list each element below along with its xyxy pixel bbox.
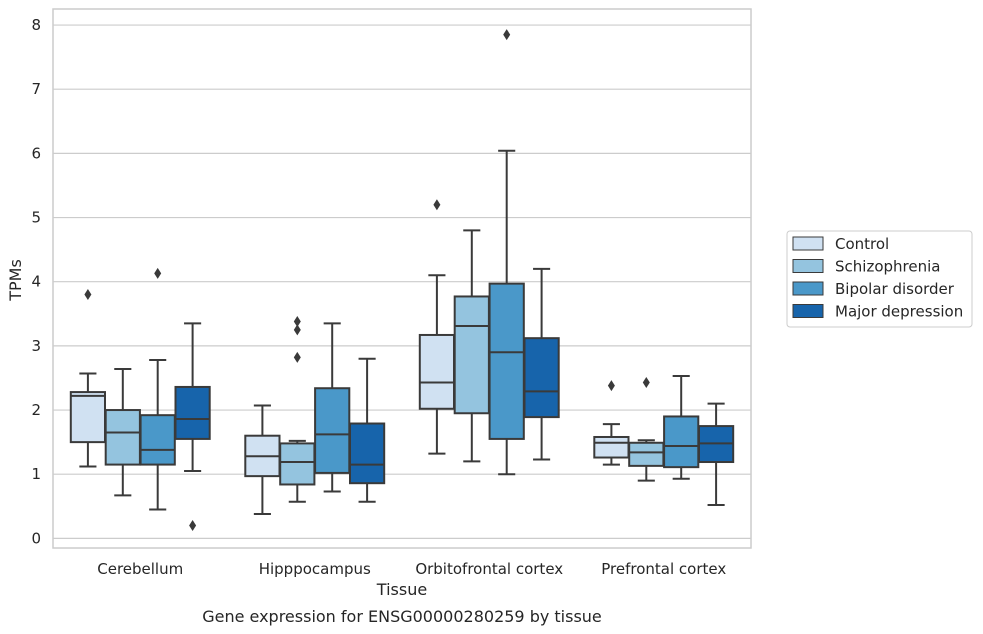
box — [69, 289, 107, 468]
box — [697, 402, 735, 507]
box-body — [453, 295, 490, 415]
box — [628, 376, 665, 482]
outlier-point — [503, 29, 511, 41]
box — [174, 322, 211, 532]
y-tick-label: 8 — [31, 16, 41, 34]
box-body — [593, 435, 630, 459]
box — [279, 315, 316, 503]
y-axis-ticks: 0 1 2 3 4 5 6 7 8 — [31, 16, 41, 547]
legend-label: Schizophrenia — [835, 258, 940, 276]
chart-caption: Gene expression for ENSG00000280259 by t… — [202, 607, 602, 626]
box-body — [663, 415, 700, 469]
box-body — [348, 422, 386, 485]
x-tick-label: Prefrontal cortex — [601, 560, 726, 578]
x-tick-label: Hipppocampus — [259, 560, 371, 578]
legend-swatch — [792, 236, 824, 251]
y-tick-label: 6 — [31, 144, 41, 162]
box — [244, 404, 281, 515]
box-body — [523, 337, 560, 419]
x-axis-label: Tissue — [376, 580, 427, 599]
y-tick-label: 3 — [31, 337, 41, 355]
box-body — [69, 391, 107, 444]
box — [593, 380, 630, 466]
outlier-point — [607, 380, 615, 392]
box — [104, 367, 141, 497]
box — [453, 229, 490, 463]
box-body — [279, 442, 316, 486]
legend-frame — [786, 230, 973, 328]
box — [523, 267, 560, 461]
x-axis-ticks: Cerebellum Hipppocampus Orbitofrontal cort… — [97, 560, 726, 578]
legend-swatch — [792, 281, 824, 296]
plot-frame — [52, 8, 752, 549]
x-tick-label: Cerebellum — [97, 560, 183, 578]
series-bipolar-disorder — [139, 29, 700, 511]
box — [488, 29, 525, 476]
y-tick-label: 7 — [31, 80, 41, 98]
outlier-point — [84, 289, 92, 301]
series-schizophrenia — [104, 229, 665, 503]
grid-lines — [53, 24, 751, 539]
box-body — [104, 409, 141, 466]
legend-label: Bipolar disorder — [835, 280, 955, 298]
box-body — [174, 385, 211, 440]
outlier-point — [293, 351, 301, 363]
box-plot-series — [69, 29, 735, 532]
outlier-point — [433, 199, 441, 211]
box-body — [139, 414, 176, 466]
outlier-point — [154, 267, 162, 279]
outlier-point — [189, 520, 197, 532]
legend: Control Schizophrenia Bipolar disorder Majo… — [786, 230, 973, 328]
legend-swatch — [792, 304, 824, 318]
box-body — [314, 387, 351, 474]
box — [314, 322, 351, 493]
legend-label: Control — [835, 235, 889, 253]
box — [663, 375, 700, 480]
outlier-point — [293, 315, 301, 327]
y-tick-label: 2 — [31, 401, 41, 419]
y-tick-label: 4 — [31, 273, 41, 291]
box — [139, 267, 176, 511]
series-control — [69, 199, 630, 515]
x-tick-label: Orbitofrontal cortex — [415, 560, 563, 578]
legend-label: Major depression — [835, 303, 963, 321]
box-body — [418, 333, 456, 410]
legend-swatch — [792, 259, 824, 273]
outlier-point — [293, 324, 301, 336]
box-body — [628, 441, 665, 467]
y-tick-label: 0 — [31, 529, 41, 547]
y-tick-label: 5 — [31, 209, 41, 227]
outlier-point — [642, 376, 650, 388]
box-body — [488, 282, 525, 440]
box — [348, 357, 386, 503]
series-major-depression — [174, 267, 735, 532]
box — [418, 199, 456, 455]
y-axis-label: TPMs — [6, 259, 25, 302]
y-tick-label: 1 — [31, 465, 41, 483]
